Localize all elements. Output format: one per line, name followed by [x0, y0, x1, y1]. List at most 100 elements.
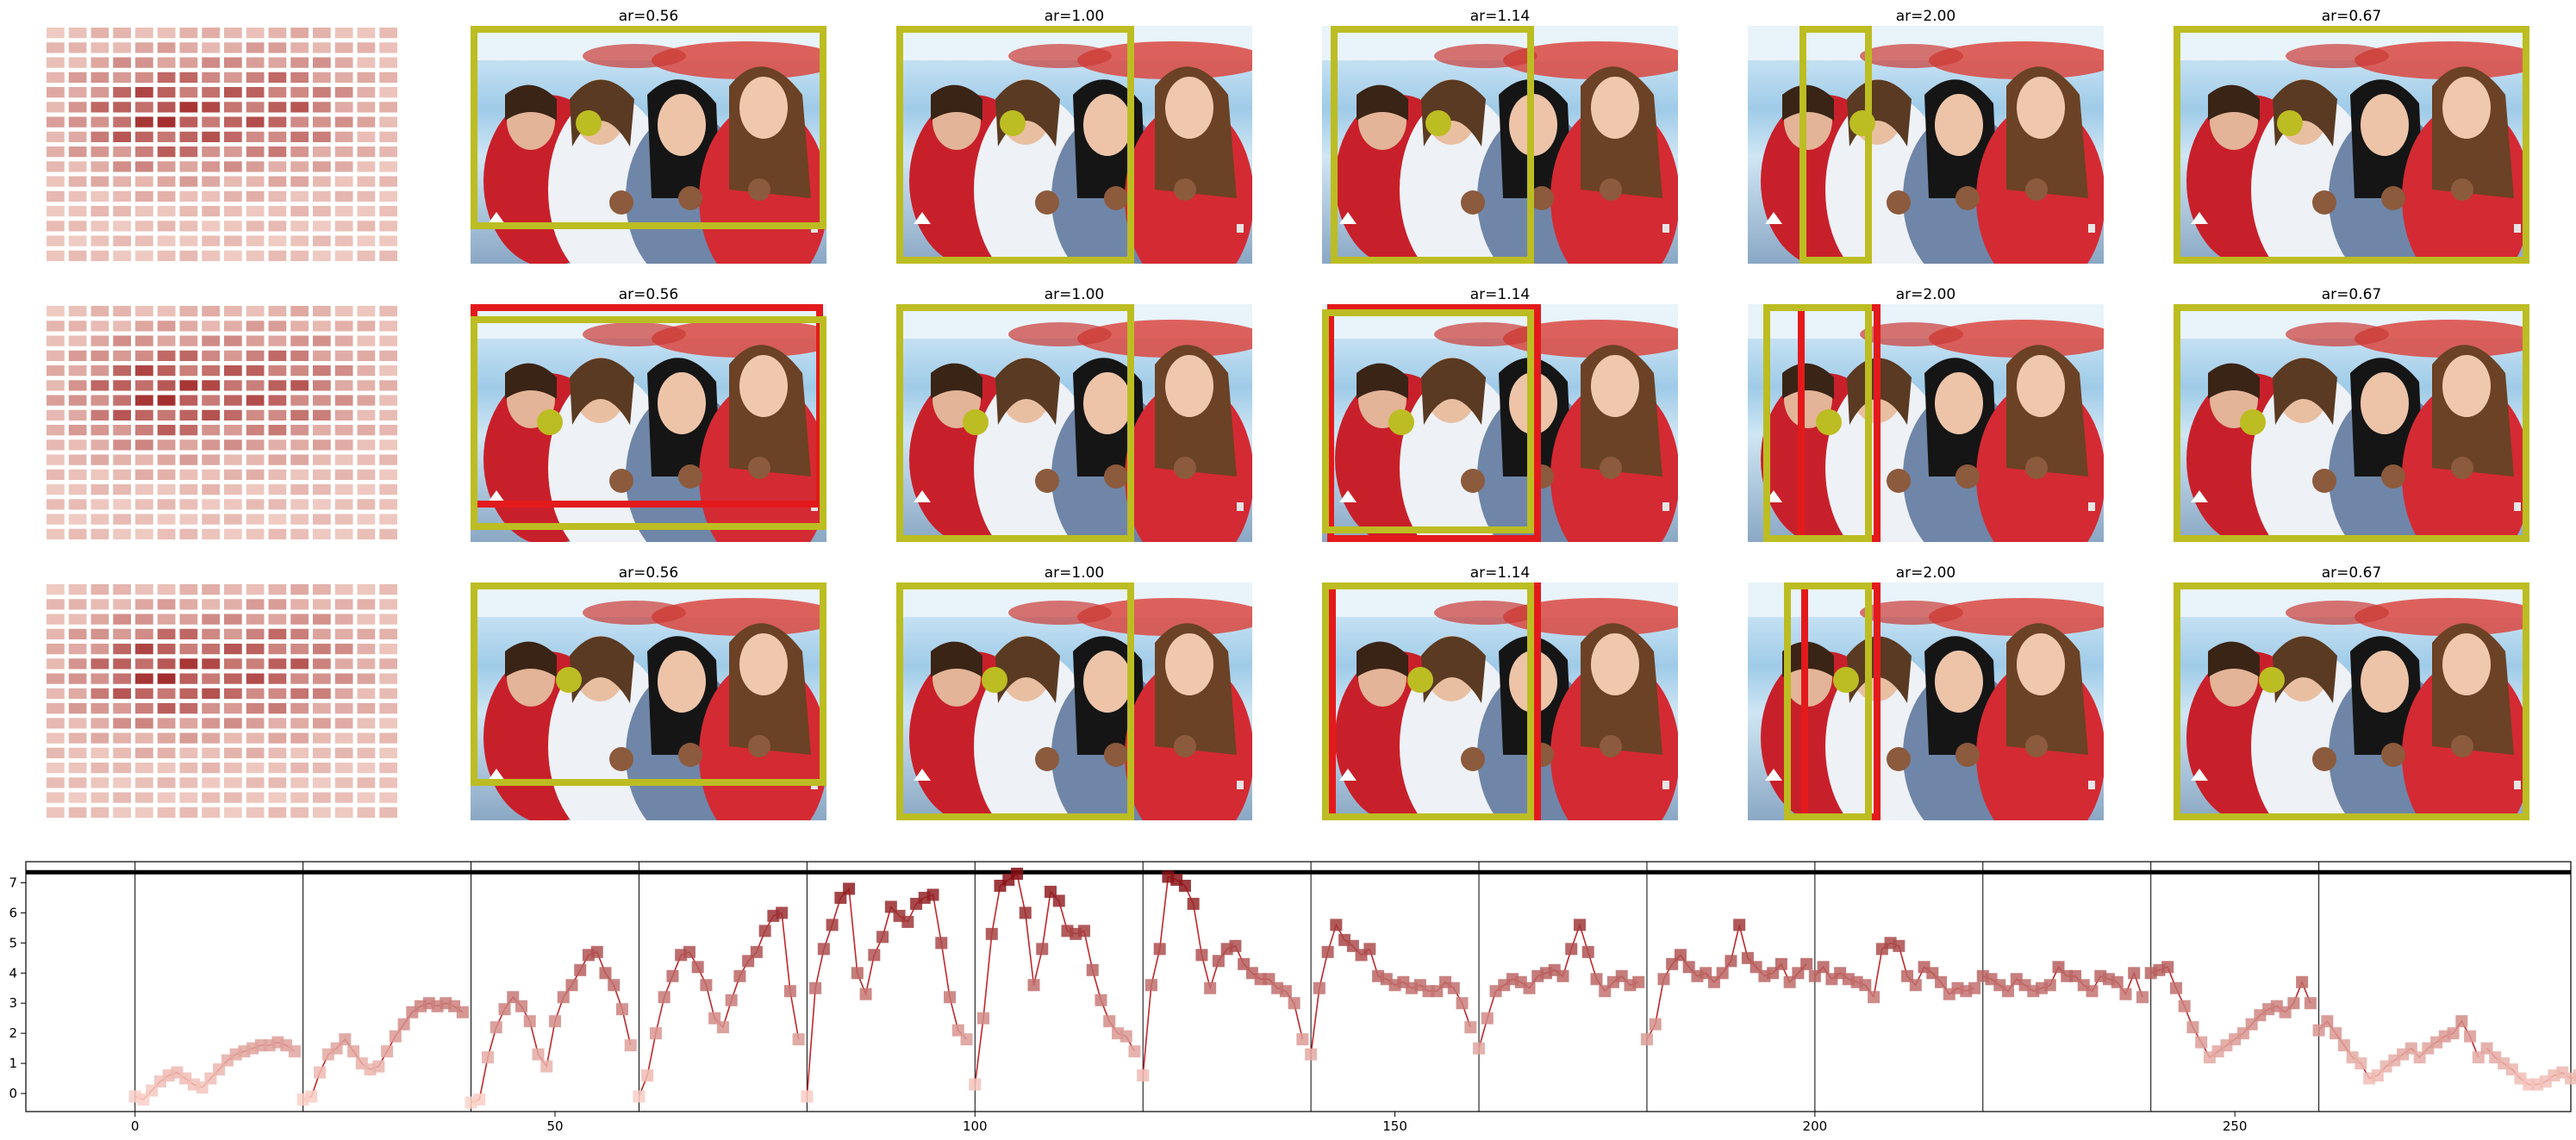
heatmap-cell: [246, 688, 265, 699]
photo-panel: ar=2.00: [1748, 8, 2104, 264]
heatmap-cell: [224, 644, 242, 655]
heatmap-cell: [113, 688, 131, 699]
heatmap-cell: [290, 176, 309, 187]
heatmap-cell: [68, 484, 87, 495]
heatmap-cell: [246, 116, 265, 128]
data-point: [1909, 979, 1922, 992]
heatmap-cell: [290, 87, 309, 98]
heatmap-cell: [202, 250, 220, 261]
heatmap-cell: [157, 190, 176, 202]
heatmap-cell: [202, 57, 220, 68]
heatmap-cell: [224, 131, 242, 142]
heatmap-cell: [135, 777, 153, 788]
photo: [1322, 582, 1678, 820]
heatmap-cell: [357, 807, 376, 818]
heatmap-cell: [135, 599, 153, 610]
heatmap-cell: [224, 146, 242, 158]
heatmap-cell: [313, 499, 331, 510]
heatmap-cell: [224, 365, 242, 377]
heatmap-cell: [379, 644, 397, 655]
heatmap-cell: [157, 599, 176, 610]
heatmap-cell: [202, 528, 220, 539]
heatmap-cell: [224, 425, 242, 436]
heatmap-cell: [290, 190, 309, 202]
heatmap-cell: [90, 306, 109, 317]
heatmap-cell: [179, 335, 198, 346]
heatmap-cell: [268, 425, 287, 436]
heatmap-cell: [90, 528, 109, 539]
heatmap-cell: [135, 28, 153, 39]
data-point: [2355, 1057, 2367, 1070]
heatmap-cell: [47, 335, 65, 346]
heatmap-cell: [268, 365, 287, 377]
heatmap-cell: [90, 28, 109, 39]
heatmap-cell: [202, 350, 220, 361]
heatmap-cell: [313, 688, 331, 699]
heatmap-cell: [202, 792, 220, 803]
heatmap-cell: [268, 673, 287, 684]
heatmap-cell: [135, 395, 153, 406]
heatmap-cell: [90, 102, 109, 113]
heatmap-cell: [357, 425, 376, 436]
heatmap-cell: [246, 484, 265, 495]
heatmap-cell: [290, 221, 309, 232]
heatmap-cell: [47, 454, 65, 465]
heatmap-cell: [157, 644, 176, 655]
heatmap-cell: [113, 116, 131, 128]
heatmap-cell: [157, 763, 176, 774]
heatmap-cell: [357, 161, 376, 172]
heatmap-cell: [157, 350, 176, 361]
heatmap-cell: [157, 499, 176, 510]
data-point: [1733, 919, 1746, 931]
heatmap-cell: [379, 235, 397, 246]
heatmap-cell: [113, 42, 131, 53]
heatmap-cell: [90, 658, 109, 670]
heatmap-cell: [157, 306, 176, 317]
heatmap-cell: [224, 176, 242, 187]
data-point: [1011, 867, 1024, 880]
heatmap-cell: [313, 658, 331, 670]
heatmap-cell: [224, 718, 242, 729]
heatmap-cell: [202, 599, 220, 610]
heatmap-cell: [268, 161, 287, 172]
heatmap-cell: [357, 365, 376, 377]
heatmap-cell: [334, 409, 353, 420]
heatmap-cell: [379, 425, 397, 436]
heatmap-cell: [379, 454, 397, 465]
heatmap-cell: [290, 514, 309, 525]
heatmap-cell: [290, 102, 309, 113]
center-dot: [982, 667, 1007, 693]
heatmap-cell: [179, 176, 198, 187]
heatmap-cell: [224, 116, 242, 128]
heatmap-cell: [47, 425, 65, 436]
heatmap-cell: [90, 614, 109, 625]
heatmap-cell: [268, 72, 287, 83]
heatmap-cell: [268, 409, 287, 420]
data-point: [1473, 1042, 1486, 1055]
line-chart: 0 50 100 150 200 250 0 1 2 3 4 5 6 7: [9, 861, 2576, 1134]
heatmap-cell: [290, 57, 309, 68]
heatmap-cell: [224, 380, 242, 391]
heatmap-cell: [90, 176, 109, 187]
heatmap-cell: [179, 350, 198, 361]
data-point: [1581, 945, 1594, 958]
heatmap-cell: [313, 673, 331, 684]
heatmap-cell: [224, 673, 242, 684]
heatmap-cell: [135, 807, 153, 818]
heatmap-cell: [202, 747, 220, 758]
heatmap-cell: [290, 365, 309, 377]
data-point: [649, 1027, 662, 1040]
heatmap-cell: [379, 763, 397, 774]
heatmap-cell: [47, 102, 65, 113]
heatmap-cell: [113, 732, 131, 744]
heatmap-cell: [47, 28, 65, 39]
heatmap-cell: [179, 499, 198, 510]
heatmap-cell: [47, 792, 65, 803]
heatmap-cell: [246, 454, 265, 465]
heatmap-cell: [379, 42, 397, 53]
data-point: [1649, 1018, 1662, 1031]
heatmap-cell: [334, 102, 353, 113]
heatmap-cell: [113, 131, 131, 142]
heatmap-cell: [246, 732, 265, 744]
heatmap-cell: [313, 792, 331, 803]
